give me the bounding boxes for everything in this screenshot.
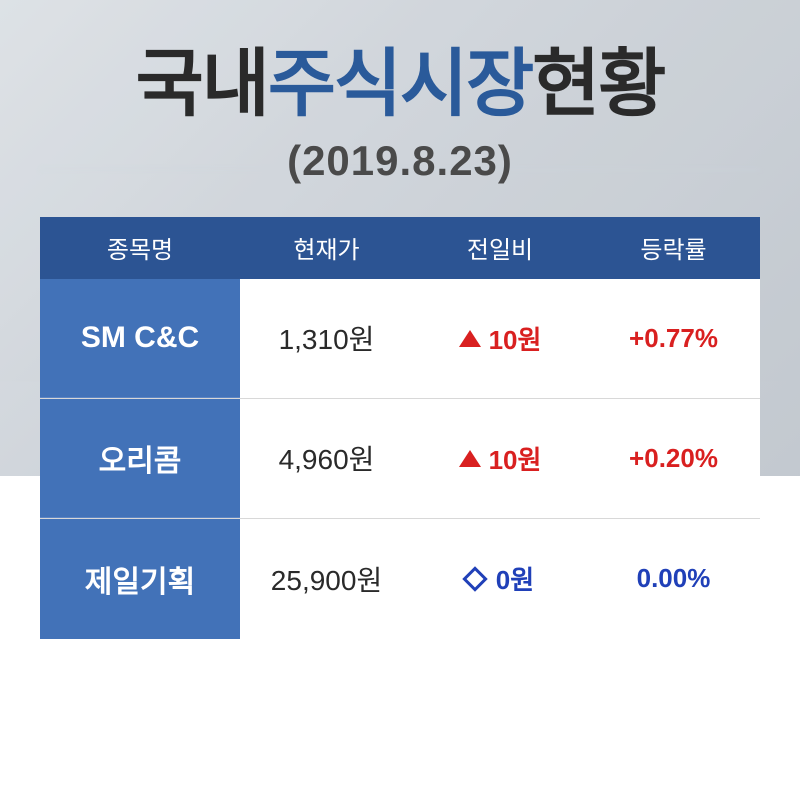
header-name: 종목명 bbox=[40, 230, 240, 265]
header-price: 현재가 bbox=[240, 230, 413, 265]
stock-rate: 0.00% bbox=[587, 563, 760, 594]
stock-rate: +0.20% bbox=[587, 443, 760, 474]
main-title: 국내주식시장현황 bbox=[0, 40, 800, 129]
diamond-icon bbox=[462, 566, 487, 591]
title-part2: 주식시장 bbox=[268, 42, 532, 125]
stock-name: SM C&C bbox=[40, 279, 240, 398]
change-value: 10원 bbox=[489, 440, 542, 477]
table-header: 종목명 현재가 전일비 등락률 bbox=[40, 217, 760, 279]
table-row: 제일기획 25,900원 0원 0.00% bbox=[40, 519, 760, 639]
stock-change: 0원 bbox=[413, 560, 587, 597]
stock-change: 10원 bbox=[413, 320, 587, 357]
title-section: 국내주식시장현황 (2019.8.23) bbox=[0, 0, 800, 185]
change-value: 10원 bbox=[489, 320, 542, 357]
stock-table: 종목명 현재가 전일비 등락률 SM C&C 1,310원 10원 +0.77%… bbox=[40, 217, 760, 639]
date-text: (2019.8.23) bbox=[0, 137, 800, 185]
stock-change: 10원 bbox=[413, 440, 587, 477]
title-part1: 국내 bbox=[136, 42, 268, 125]
triangle-up-icon bbox=[459, 330, 481, 347]
stock-name: 제일기획 bbox=[40, 519, 240, 639]
stock-name: 오리콤 bbox=[40, 399, 240, 518]
change-value: 0원 bbox=[496, 560, 534, 597]
content-wrapper: 국내주식시장현황 (2019.8.23) 종목명 현재가 전일비 등락률 SM … bbox=[0, 0, 800, 800]
triangle-up-icon bbox=[459, 450, 481, 467]
title-part3: 현황 bbox=[532, 42, 664, 125]
table-row: 오리콤 4,960원 10원 +0.20% bbox=[40, 399, 760, 519]
stock-rate: +0.77% bbox=[587, 323, 760, 354]
stock-price: 1,310원 bbox=[240, 318, 413, 358]
stock-price: 25,900원 bbox=[240, 559, 413, 599]
table-row: SM C&C 1,310원 10원 +0.77% bbox=[40, 279, 760, 399]
header-change: 전일비 bbox=[413, 230, 587, 265]
header-rate: 등락률 bbox=[587, 230, 760, 265]
stock-price: 4,960원 bbox=[240, 438, 413, 478]
